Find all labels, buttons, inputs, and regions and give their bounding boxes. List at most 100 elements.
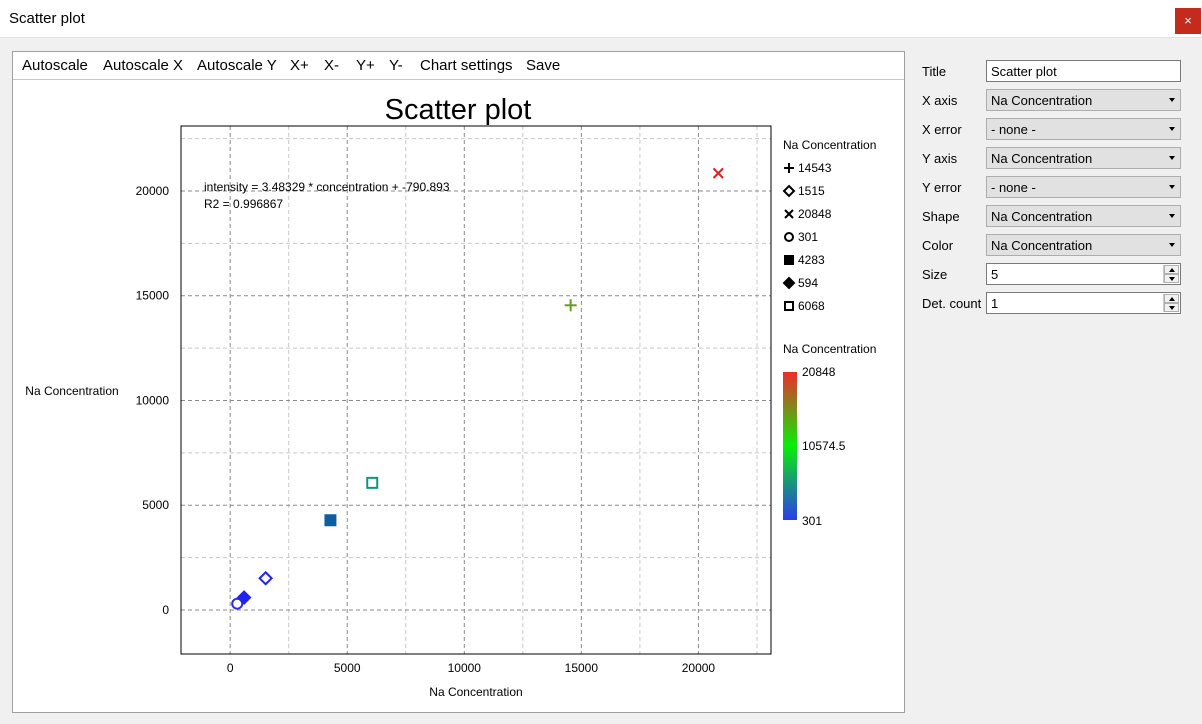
title-input[interactable]: Scatter plot (986, 60, 1181, 82)
window-title: Scatter plot (9, 10, 85, 27)
chart-title: Scatter plot (385, 94, 532, 126)
x-error-label: X error (922, 122, 962, 137)
scatter-chart: Scatter plot 0 5000 10000 15000 20000 0 5000 10… (25, 94, 876, 699)
scatter-point (258, 570, 274, 586)
x-axis-label: Na Concentration (429, 685, 522, 699)
increment-icon[interactable] (1164, 265, 1179, 274)
autoscale-button[interactable]: Autoscale (22, 57, 88, 74)
y-error-label: Y error (922, 180, 962, 195)
shape-select[interactable]: Na Concentration (986, 205, 1181, 227)
x-error-select-value: - none - (991, 122, 1036, 137)
close-button[interactable]: × (1175, 8, 1201, 34)
x-axis-select[interactable]: Na Concentration (986, 89, 1181, 111)
colorbar-min-label: 301 (802, 514, 822, 528)
det-count-spinbox[interactable]: 1 (986, 292, 1181, 314)
legend-label: 301 (798, 230, 818, 244)
color-select[interactable]: Na Concentration (986, 234, 1181, 256)
legend-marker (784, 163, 794, 173)
marker-shape (324, 514, 337, 527)
axis-ticks: 0 5000 10000 15000 20000 0 5000 10000 15000 20000 (136, 184, 716, 675)
colorbar-mid-label: 10574.5 (802, 439, 846, 453)
x-tick-label: 0 (227, 661, 234, 675)
colorbar-title: Na Concentration (783, 342, 876, 356)
autoscale-y-button[interactable]: Autoscale Y (197, 57, 277, 74)
det-count-value: 1 (991, 296, 999, 311)
x-error-select[interactable]: - none - (986, 118, 1181, 140)
y-error-select-value: - none - (991, 180, 1036, 195)
marker-shape (782, 184, 796, 198)
chevron-down-icon (1169, 98, 1175, 102)
fit-equation: intensity = 3.48329 * concentration + -7… (204, 180, 450, 194)
title-bar: Scatter plot × (0, 0, 1202, 38)
x-plus-button[interactable]: X+ (290, 57, 309, 74)
marker-shape (784, 232, 794, 242)
grid (181, 126, 771, 654)
legend-label: 4283 (798, 253, 825, 267)
y-minus-button[interactable]: Y- (389, 57, 403, 74)
decrement-icon[interactable] (1164, 303, 1179, 312)
legend-marker (782, 276, 796, 290)
plot-frame (180, 125, 772, 655)
y-tick-label: 0 (162, 603, 169, 617)
shape-select-value: Na Concentration (991, 209, 1093, 224)
size-spin-buttons (1163, 265, 1179, 283)
chart-settings-button[interactable]: Chart settings (420, 57, 513, 74)
chevron-down-icon (1169, 243, 1175, 247)
autoscale-x-button[interactable]: Autoscale X (103, 57, 184, 74)
legend-marker (784, 209, 794, 219)
shape-label: Shape (922, 209, 960, 224)
scatter-point (231, 597, 244, 610)
size-label: Size (922, 267, 948, 282)
marker-stroke (784, 209, 794, 219)
decrement-icon[interactable] (1164, 274, 1179, 283)
det-count-label: Det. count (922, 296, 982, 311)
scatter-point (236, 590, 252, 605)
x-tick-label: 5000 (334, 661, 361, 675)
y-axis-label: Na Concentration (25, 384, 118, 398)
chevron-down-icon (1169, 185, 1175, 189)
marker-shape (258, 570, 274, 586)
chevron-down-icon (1169, 156, 1175, 160)
marker-shape (236, 590, 252, 605)
marker-shape (784, 301, 794, 311)
colorbar-max-label: 20848 (802, 365, 836, 379)
marker-stroke (712, 167, 724, 179)
x-axis-select-value: Na Concentration (991, 93, 1093, 108)
size-value: 5 (991, 267, 999, 282)
y-error-select[interactable]: - none - (986, 176, 1181, 198)
increment-icon[interactable] (1164, 294, 1179, 303)
y-tick-label: 5000 (142, 498, 169, 512)
x-tick-label: 20000 (682, 661, 716, 675)
scatter-point (712, 167, 724, 179)
y-axis-select[interactable]: Na Concentration (986, 147, 1181, 169)
marker-shape (782, 276, 796, 290)
color-select-value: Na Concentration (991, 238, 1093, 253)
save-button[interactable]: Save (526, 57, 561, 74)
legend-label: 594 (798, 276, 818, 290)
y-axis-select-value: Na Concentration (991, 151, 1093, 166)
y-tick-label: 10000 (136, 393, 170, 407)
colorbar (783, 372, 797, 520)
marker-shape (231, 597, 244, 610)
legend-label: 1515 (798, 184, 825, 198)
legend-marker (784, 232, 794, 242)
x-tick-label: 15000 (565, 661, 599, 675)
y-axis-setting-label: Y axis (922, 151, 958, 166)
y-plus-button[interactable]: Y+ (356, 57, 375, 74)
legend-marker (782, 184, 796, 198)
x-tick-label: 10000 (448, 661, 482, 675)
y-tick-label: 15000 (136, 289, 170, 303)
plot-panel: Autoscale Autoscale X Autoscale Y X+ X- … (12, 51, 905, 713)
legend: 14543 1515 20848 301 4283 594 6068 (782, 161, 832, 313)
marker-shape (784, 255, 794, 265)
y-tick-label: 20000 (136, 184, 170, 198)
legend-label: 20848 (798, 207, 832, 221)
size-spinbox[interactable]: 5 (986, 263, 1181, 285)
scatter-point (324, 514, 337, 527)
x-minus-button[interactable]: X- (324, 57, 339, 74)
legend-title: Na Concentration (783, 138, 876, 152)
legend-marker (784, 301, 794, 311)
title-label: Title (922, 64, 947, 79)
marker-shape (366, 476, 379, 489)
data-points (231, 167, 724, 610)
